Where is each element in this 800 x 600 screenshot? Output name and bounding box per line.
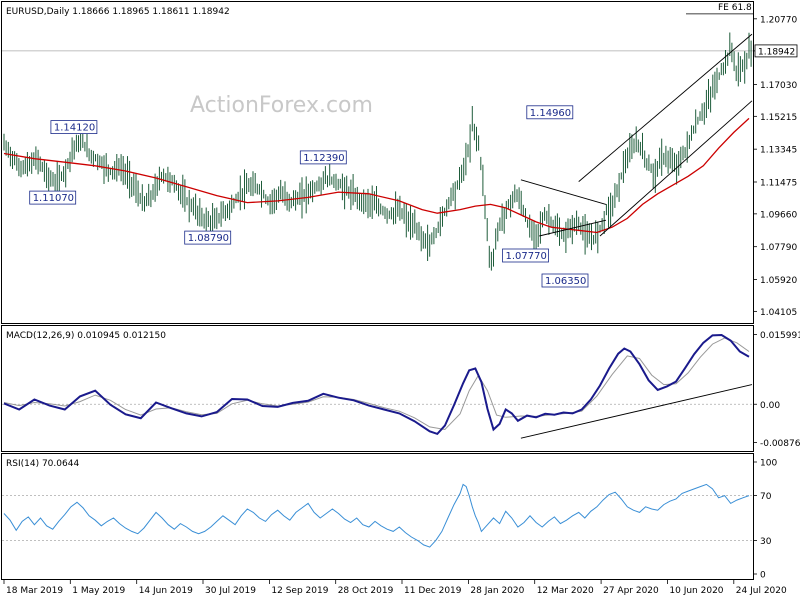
x-tick-label: 30 Jul 2019 [205,586,256,596]
level-label-box [299,150,347,165]
rsi-axis: 100 70 30 0 [2,459,777,581]
rsi-tick-label: 100 [760,459,777,469]
macd-tick-label: 0.00 [760,401,780,411]
x-tick-label: 28 Jan 2020 [470,586,524,596]
trendline [539,219,607,237]
macd-panel [1,325,754,452]
y-tick-label: 1.05920 [760,276,797,286]
macd-tick-label: -0.00876 [760,439,800,449]
rsi-lines [3,483,750,548]
y-tick-label: 1.17030 [760,81,797,91]
price-panel [1,1,754,324]
level-label: 1.11070 [33,193,74,204]
y-tick-label: 1.11475 [760,179,797,189]
macd-lines [3,333,753,439]
macd-signal-line [3,337,750,431]
y-tick-label: 1.07790 [760,243,797,253]
price-title: EURUSD,Daily 1.18666 1.18965 1.18611 1.1… [6,7,230,17]
macd-title: MACD(12,26,9) 0.010945 0.012150 [6,331,166,341]
price-annotations: 1.14120 1.11070 1.08790 1.12390 1.14960 1.077… [29,105,589,288]
level-label: 1.08790 [188,233,229,244]
ma-line [3,117,750,234]
y-tick-label: 1.20770 [760,15,797,25]
trendline [520,179,607,205]
x-tick-label: 11 Dec 2019 [404,586,462,596]
level-label: 1.14120 [54,123,95,134]
macd-trendline [520,384,753,439]
y-tick-label: 1.04105 [760,308,797,318]
level-label: 1.07770 [506,251,547,262]
rsi-tick-label: 0 [760,571,766,581]
trendline [599,100,753,237]
level-label: 1.06350 [545,276,586,287]
level-label-box [502,248,549,263]
rsi-tick-label: 30 [760,537,772,547]
level-label: 1.12390 [303,153,344,164]
rsi-title: RSI(14) 70.0644 [6,459,79,469]
rsi-panel [1,453,754,580]
price-axis: 1.20770 1.17030 1.15215 1.13345 1.11475 1.096… [2,13,797,318]
x-tick-label: 1 May 2019 [72,586,125,596]
macd-tick-label: 0.015991 [760,331,800,341]
current-price-marker: 1.18942 [754,44,798,57]
trendline [578,33,753,182]
y-tick-label: 1.13345 [760,146,797,156]
current-price-label: 1.18942 [758,47,795,57]
x-tick-label: 14 Jun 2019 [139,586,193,596]
rsi-tick-label: 70 [760,492,772,502]
watermark: ActionForex.com [190,93,373,118]
x-tick-label: 12 Mar 2020 [537,586,594,596]
level-label-box [29,190,77,205]
x-tick-label: 24 Jul 2020 [736,586,787,596]
level-label-box [50,120,98,134]
x-tick-label: 18 Mar 2019 [6,586,63,596]
level-label: 1.14960 [530,108,571,119]
y-tick-label: 1.15215 [760,113,797,123]
macd-line [3,333,750,436]
y-tick-label: 1.09660 [760,210,797,220]
x-tick-label: 12 Sep 2019 [271,586,328,596]
x-axis: 18 Mar 2019 1 May 2019 14 Jun 2019 30 Jul 2… [3,580,787,596]
x-tick-label: 27 Apr 2020 [603,586,659,596]
fib-label: FE 61.8 [718,3,752,13]
level-label-box [184,230,232,245]
x-tick-label: 28 Oct 2019 [338,586,394,596]
macd-axis: 0.015991 0.00 -0.00876 [2,331,800,449]
level-label-box [541,273,589,288]
price-lines [3,33,753,237]
rsi-line [3,483,750,548]
x-tick-label: 10 Jun 2020 [669,586,723,596]
level-label-box [526,105,574,120]
